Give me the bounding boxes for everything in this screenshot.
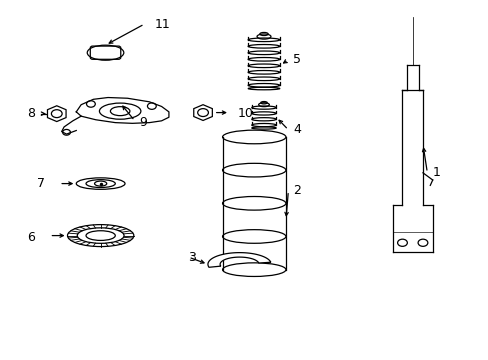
Text: 9: 9: [140, 116, 147, 129]
Text: 10: 10: [237, 107, 253, 120]
Text: 7: 7: [37, 177, 45, 190]
Text: 3: 3: [188, 251, 196, 264]
Text: 5: 5: [293, 53, 301, 66]
Text: 1: 1: [431, 166, 439, 179]
Text: 11: 11: [154, 18, 170, 31]
Text: 6: 6: [27, 231, 35, 244]
Text: 4: 4: [293, 123, 301, 136]
Polygon shape: [207, 253, 270, 267]
Text: 2: 2: [293, 184, 301, 197]
Text: 8: 8: [27, 107, 36, 120]
